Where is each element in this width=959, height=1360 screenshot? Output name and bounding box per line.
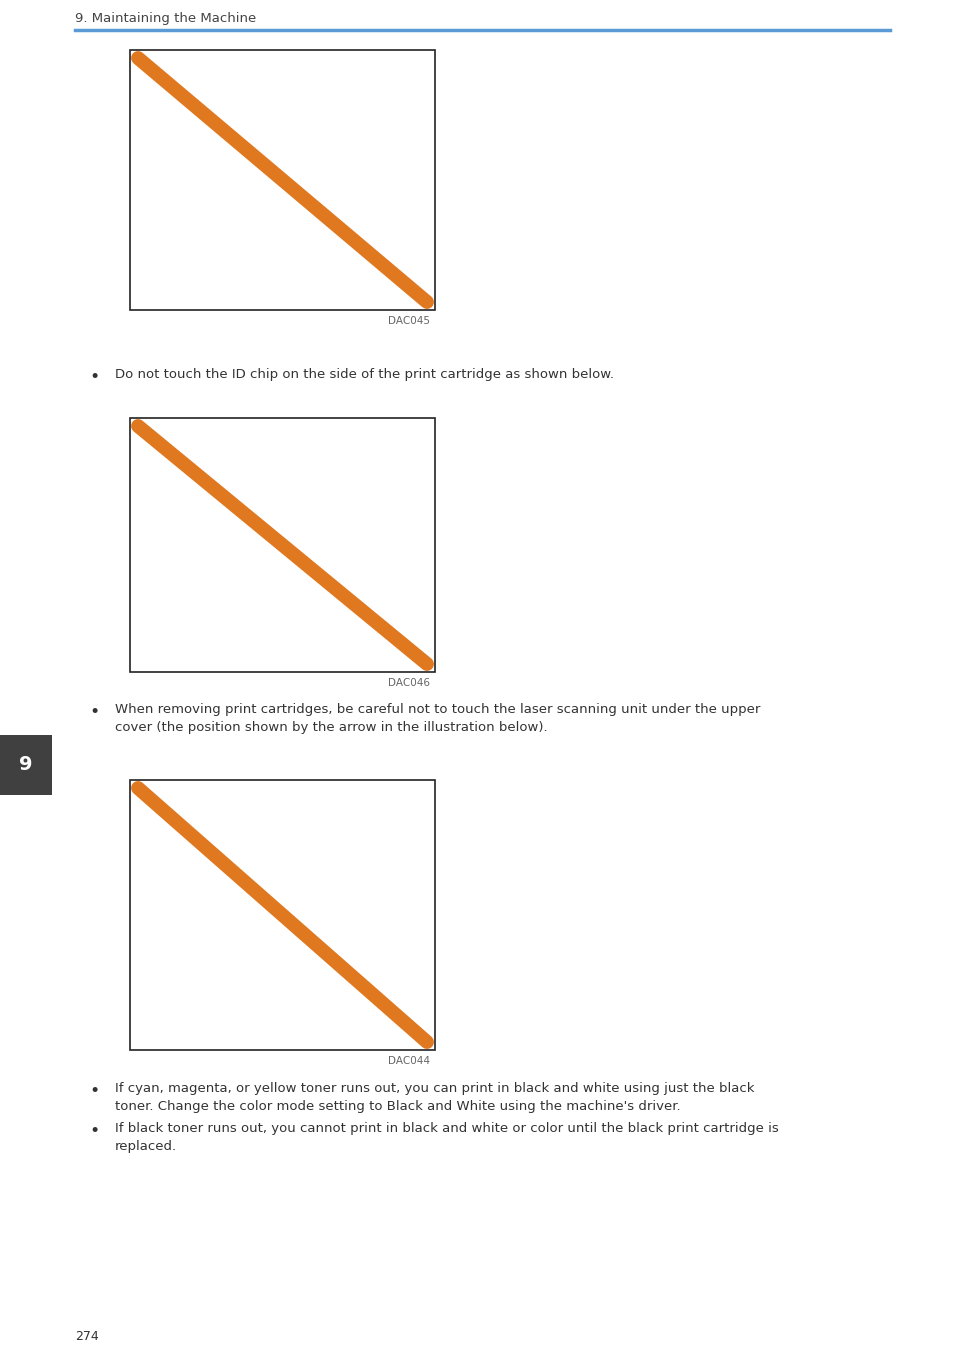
Text: If black toner runs out, you cannot print in black and white or color until the : If black toner runs out, you cannot prin… (115, 1122, 779, 1136)
Text: •: • (90, 703, 100, 721)
Text: 274: 274 (75, 1330, 99, 1344)
Text: When removing print cartridges, be careful not to touch the laser scanning unit : When removing print cartridges, be caref… (115, 703, 760, 715)
Text: cover (the position shown by the arrow in the illustration below).: cover (the position shown by the arrow i… (115, 721, 548, 734)
Text: DAC044: DAC044 (388, 1055, 430, 1066)
Bar (130, 781, 435, 1050)
Bar (130, 50, 435, 310)
Text: 9. Maintaining the Machine: 9. Maintaining the Machine (75, 12, 256, 24)
Text: •: • (90, 369, 100, 386)
Bar (0, 734, 52, 796)
Text: If cyan, magenta, or yellow toner runs out, you can print in black and white usi: If cyan, magenta, or yellow toner runs o… (115, 1083, 755, 1095)
Text: DAC046: DAC046 (388, 679, 430, 688)
Text: replaced.: replaced. (115, 1140, 177, 1153)
Text: Do not touch the ID chip on the side of the print cartridge as shown below.: Do not touch the ID chip on the side of … (115, 369, 614, 381)
Text: •: • (90, 1083, 100, 1100)
Text: •: • (90, 1122, 100, 1140)
Text: toner. Change the color mode setting to Black and White using the machine's driv: toner. Change the color mode setting to … (115, 1100, 681, 1112)
Bar (130, 418, 435, 672)
Text: DAC045: DAC045 (388, 316, 430, 326)
Text: 9: 9 (19, 756, 33, 774)
